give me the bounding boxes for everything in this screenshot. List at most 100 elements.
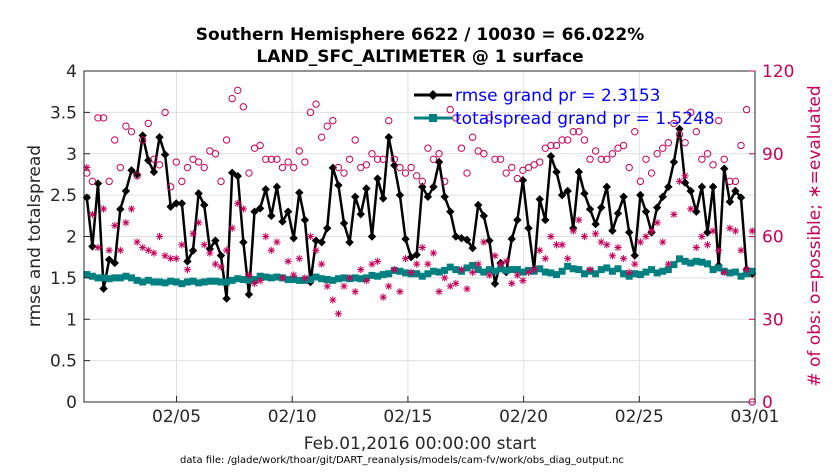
totalspread-point xyxy=(234,275,242,283)
possible-point xyxy=(317,133,326,141)
possible-point xyxy=(105,177,113,186)
rmse-point xyxy=(440,192,449,201)
totalspread-point xyxy=(161,279,169,287)
rmse-point xyxy=(233,171,242,181)
totalspread-point xyxy=(239,276,247,284)
totalspread-point xyxy=(273,273,281,281)
totalspread-point xyxy=(189,277,197,285)
x-tick-label: 02/15 xyxy=(383,407,432,427)
totalspread-point xyxy=(603,264,611,272)
rmse-point xyxy=(720,164,729,173)
evaluated-point xyxy=(731,227,740,235)
rmse-point xyxy=(88,242,97,251)
rmse-point xyxy=(127,166,136,175)
totalspread-point xyxy=(715,264,723,272)
totalspread-point xyxy=(217,278,225,286)
possible-point xyxy=(228,94,236,103)
possible-point xyxy=(698,155,706,163)
rmse-point xyxy=(323,224,332,233)
evaluated-point xyxy=(502,257,510,265)
evaluated-point xyxy=(88,210,96,219)
possible-point xyxy=(726,177,734,186)
totalspread-point xyxy=(262,273,270,281)
totalspread-point xyxy=(211,277,219,285)
evaluated-point xyxy=(234,199,242,207)
possible-point xyxy=(547,141,555,150)
rmse-point xyxy=(457,233,466,243)
possible-point xyxy=(144,119,153,128)
evaluated-point xyxy=(625,268,633,276)
rmse-point xyxy=(155,133,164,142)
possible-point xyxy=(575,127,583,136)
totalspread-point xyxy=(413,270,421,278)
possible-point xyxy=(262,155,270,163)
rmse-point xyxy=(166,202,175,211)
totalspread-point xyxy=(731,268,739,276)
totalspread-point xyxy=(664,266,672,274)
rmse-point xyxy=(658,192,667,201)
rmse-point xyxy=(697,182,707,192)
rmse-point xyxy=(552,167,561,177)
totalspread-point xyxy=(183,278,191,286)
rmse-point xyxy=(244,290,254,299)
y-tick-label: 3 xyxy=(66,145,77,165)
possible-point xyxy=(480,150,488,158)
possible-point xyxy=(368,150,376,158)
series-evaluated xyxy=(83,163,756,318)
evaluated-point xyxy=(390,266,398,274)
totalspread-point xyxy=(698,258,706,266)
possible-point xyxy=(340,169,348,177)
possible-point xyxy=(625,163,633,172)
chart-title-line1: Southern Hemisphere 6622 / 10030 = 66.02… xyxy=(196,25,644,45)
totalspread-point xyxy=(206,277,214,285)
chart-title-line2: LAND_SFC_ALTIMETER @ 1 surface xyxy=(256,47,583,67)
rmse-point xyxy=(490,279,500,288)
totalspread-point xyxy=(150,278,158,286)
evaluated-point xyxy=(748,227,756,235)
totalspread-point xyxy=(318,275,326,283)
possible-point xyxy=(284,158,292,166)
possible-point xyxy=(686,108,695,117)
rmse-point xyxy=(580,189,589,198)
totalspread-point xyxy=(94,274,102,282)
evaluated-point xyxy=(496,260,505,268)
possible-point xyxy=(463,169,471,177)
totalspread-point xyxy=(743,270,751,278)
possible-point xyxy=(312,100,320,108)
evaluated-point xyxy=(580,232,589,241)
rmse-point xyxy=(110,258,119,268)
evaluated-point xyxy=(385,282,393,290)
possible-point xyxy=(569,127,577,136)
rmse-point xyxy=(99,284,108,293)
x-axis-label: Feb.01,2016 00:00:00 start xyxy=(304,434,537,454)
rmse-point xyxy=(597,203,606,212)
totalspread-point xyxy=(670,261,678,269)
evaluated-point xyxy=(597,238,605,246)
evaluated-point xyxy=(195,219,203,227)
totalspread-point xyxy=(396,267,404,275)
series-possible xyxy=(83,86,756,406)
possible-point xyxy=(373,155,382,163)
rmse-point xyxy=(429,182,438,192)
evaluated-point xyxy=(703,241,712,249)
totalspread-point xyxy=(357,275,365,283)
possible-point xyxy=(552,141,561,150)
rmse-point xyxy=(669,157,679,167)
evaluated-point xyxy=(547,232,555,241)
rmse-point xyxy=(518,176,528,185)
evaluated-point xyxy=(373,257,382,265)
rmse-point xyxy=(619,192,628,201)
y-tick-label: 1.5 xyxy=(50,269,77,289)
evaluated-point xyxy=(536,246,544,254)
rmse-point xyxy=(585,204,595,214)
evaluated-point xyxy=(351,288,359,296)
possible-point xyxy=(491,155,499,163)
y-right-tick-label: 30 xyxy=(762,310,784,330)
totalspread-point xyxy=(172,278,180,286)
possible-point xyxy=(116,163,125,172)
evaluated-point xyxy=(407,268,415,276)
totalspread-point xyxy=(267,274,275,282)
possible-point xyxy=(200,163,208,172)
totalspread-point xyxy=(424,270,432,278)
evaluated-point xyxy=(155,232,164,241)
